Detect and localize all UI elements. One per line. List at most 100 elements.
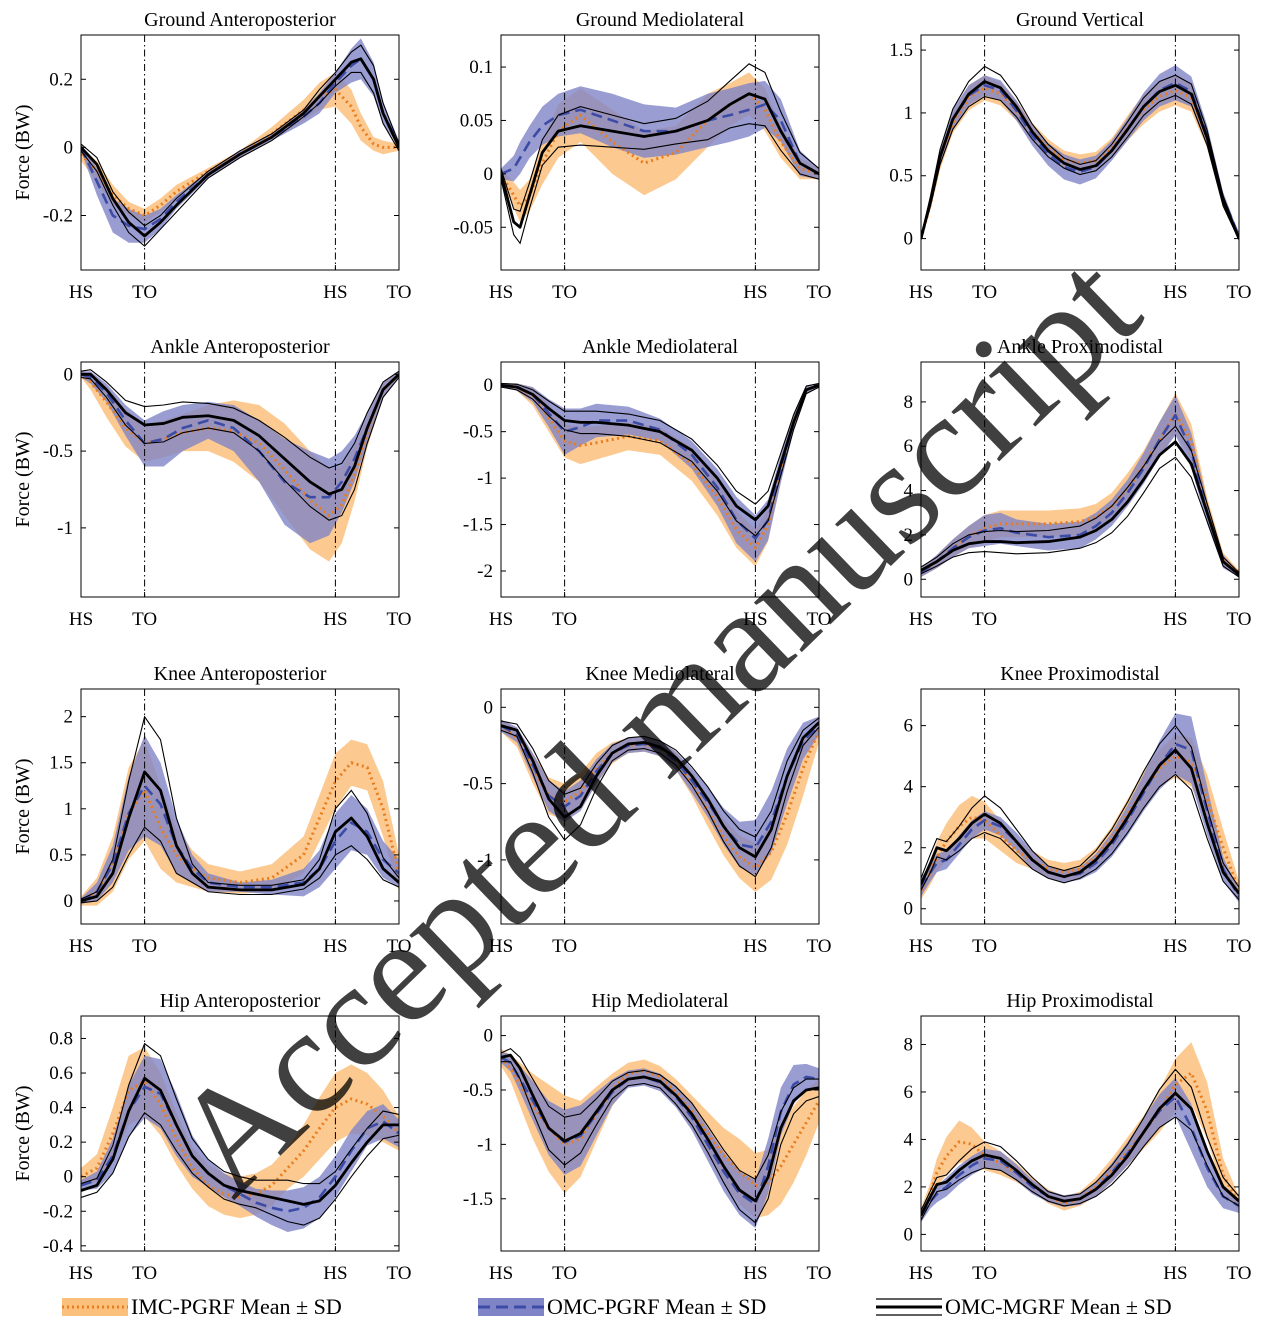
chart-title: Knee Mediolateral xyxy=(585,663,735,685)
mean-line-omc-m xyxy=(501,92,819,229)
x-tick-label: HS xyxy=(489,936,513,957)
mean-line-omc-m xyxy=(81,770,399,903)
panel-knee-proximodistal: 0 2 4 6 HS TO HS TO Knee Proximodistal xyxy=(904,663,1252,957)
axes-frame xyxy=(920,361,1240,598)
y-tick-label: 1 xyxy=(904,103,914,124)
mean-line-omc-m xyxy=(81,1076,399,1206)
mean-line-omc-m xyxy=(921,440,1239,576)
sd-band-imc xyxy=(81,72,399,223)
y-tick-label: -0.5 xyxy=(463,1080,493,1101)
x-tick-label: TO xyxy=(387,609,412,630)
y-tick-label: 0.2 xyxy=(49,69,73,90)
x-tick-label: HS xyxy=(909,936,933,957)
sd-upper-line-omc-m xyxy=(501,63,819,212)
x-tick-label: HS xyxy=(489,1263,513,1284)
x-tick-label: HS xyxy=(909,1263,933,1284)
x-tick-label: HS xyxy=(1163,609,1187,630)
sd-upper-line-omc-m xyxy=(921,724,1239,888)
y-tick-label: 0 xyxy=(484,697,494,718)
legend-swatch-imc-band xyxy=(62,1298,128,1316)
y-tick-label: 4 xyxy=(904,777,914,798)
mean-line-omc-m xyxy=(921,1091,1239,1217)
mean-line-omc-m xyxy=(81,57,399,238)
sd-lower-line-omc-m xyxy=(501,1061,819,1224)
sd-band-omc-p xyxy=(81,735,399,904)
sd-lower-line-omc-m xyxy=(501,123,819,245)
y-tick-label: 0.1 xyxy=(469,57,493,78)
panel-knee-anteroposterior: 0 0.5 1 1.5 2 HS TO HS TO Knee Anteroposterior For… xyxy=(12,663,411,957)
chart-title: Ground Mediolateral xyxy=(576,9,745,31)
axes-frame xyxy=(500,34,820,271)
y-tick-label: 8 xyxy=(904,392,914,413)
plot-area-ankle-anteroposterior xyxy=(81,362,399,597)
y-tick-label: 0 xyxy=(484,1026,494,1047)
sd-lower-line-omc-m xyxy=(81,376,399,521)
sd-upper-line-omc-m xyxy=(81,715,399,900)
y-tick-label: 6 xyxy=(904,1082,914,1103)
x-tick-label: HS xyxy=(69,609,93,630)
x-tick-label: HS xyxy=(69,1263,93,1284)
x-tick-label: HS xyxy=(1163,936,1187,957)
x-tick-label: TO xyxy=(1227,1263,1252,1284)
x-tick-label: TO xyxy=(1227,609,1252,630)
sd-upper-line-omc-m xyxy=(921,1068,1239,1211)
sd-band-imc xyxy=(921,75,1239,242)
chart-title: Ground Anteroposterior xyxy=(144,9,336,31)
y-tick-label: 0.5 xyxy=(889,166,913,187)
panel-ankle-proximodistal: 0 2 4 6 8 HS TO HS TO Ankle Proximodistal xyxy=(904,336,1252,630)
panel-ground-mediolateral: -0.05 0 0.05 0.1 HS TO HS TO Ground Mediolateral xyxy=(453,9,831,303)
axes-frame xyxy=(920,688,1240,925)
y-axis-label: Force (BW) xyxy=(12,758,34,854)
x-tick-label: HS xyxy=(743,609,767,630)
y-tick-label: 2 xyxy=(904,838,914,859)
x-tick-label: TO xyxy=(387,282,412,303)
y-tick-label: 0 xyxy=(904,569,914,590)
y-tick-label: -0.2 xyxy=(43,1201,73,1222)
y-tick-label: 0 xyxy=(484,375,494,396)
plot-area-ground-vertical xyxy=(921,35,1239,270)
axes-frame xyxy=(500,688,820,925)
y-tick-label: 0 xyxy=(484,164,494,185)
x-tick-label: HS xyxy=(489,609,513,630)
y-tick-label: 4 xyxy=(904,1129,914,1150)
panel-ankle-mediolateral: -2 -1.5 -1 -0.5 0 HS TO HS TO Ankle Mediolateral xyxy=(463,336,832,630)
sd-lower-line-omc-m xyxy=(921,773,1239,900)
mean-line-omc-p xyxy=(81,373,399,499)
x-tick-label: HS xyxy=(323,609,347,630)
y-tick-label: 0 xyxy=(904,229,914,250)
legend-label-omc-mgrf: OMC-MGRF Mean ± SD xyxy=(945,1294,1172,1319)
y-tick-label: -1 xyxy=(477,1134,493,1155)
y-tick-label: -1 xyxy=(477,468,493,489)
sd-lower-line-omc-m xyxy=(501,386,819,537)
x-tick-label: HS xyxy=(69,936,93,957)
plot-area-hip-proximodistal xyxy=(921,1016,1239,1251)
x-tick-label: HS xyxy=(909,282,933,303)
x-tick-label: TO xyxy=(972,609,997,630)
mean-line-imc xyxy=(501,383,819,550)
legend-label-imc: IMC-PGRF Mean ± SD xyxy=(131,1294,342,1319)
mean-line-omc-m xyxy=(921,80,1239,240)
y-tick-label: 0.4 xyxy=(49,1098,73,1119)
plot-area-ankle-proximodistal xyxy=(921,362,1239,597)
chart-title: Knee Proximodistal xyxy=(1000,663,1160,685)
sd-upper-line-omc-m xyxy=(81,1042,399,1185)
y-tick-label: 0 xyxy=(64,137,74,158)
y-tick-label: 0 xyxy=(64,1167,74,1188)
y-tick-label: -0.4 xyxy=(43,1236,74,1257)
panel-hip-mediolateral: -1.5 -1 -0.5 0 HS TO HS TO Hip Mediolateral xyxy=(463,990,832,1284)
sd-lower-line-omc-m xyxy=(921,1116,1239,1221)
chart-title: Hip Anteroposterior xyxy=(160,990,321,1012)
y-tick-label: -0.5 xyxy=(463,422,493,443)
y-tick-label: 1 xyxy=(64,799,74,820)
plot-area-ground-mediolateral xyxy=(501,35,819,270)
panel-hip-anteroposterior: -0.4 -0.2 0 0.2 0.4 0.6 0.8 HS TO HS TO Hip Anterop… xyxy=(12,990,411,1284)
legend-label-omc-pgrf: OMC-PGRF Mean ± SD xyxy=(547,1294,766,1319)
panel-hip-proximodistal: 0 2 4 6 8 HS TO HS TO Hip Proximodistal xyxy=(904,990,1252,1284)
mean-line-omc-m xyxy=(501,383,819,522)
y-tick-label: 0.2 xyxy=(49,1132,73,1153)
y-tick-label: -1.5 xyxy=(463,515,493,536)
chart-panels: -0.2 0 0.2 HS TO HS TO Ground Anteroposterior Fo… xyxy=(12,9,1251,1284)
sd-lower-line-omc-m xyxy=(81,1111,399,1226)
y-tick-label: -1 xyxy=(57,518,73,539)
